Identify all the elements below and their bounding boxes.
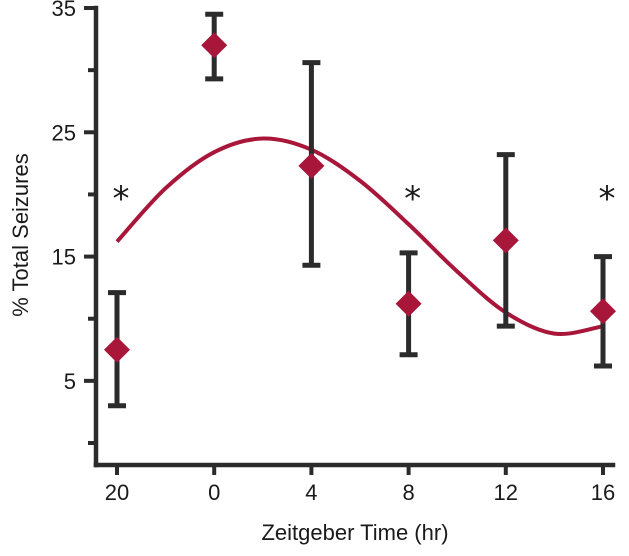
significance-star-20: *	[113, 179, 130, 219]
x-tick-label-4: 4	[305, 480, 317, 505]
x-axis-title: Zeitgeber Time (hr)	[261, 520, 448, 545]
y-tick-label-35: 35	[52, 0, 76, 21]
x-tick-label-8: 8	[402, 480, 414, 505]
axes: 5 15 25 35 20 0 4 8 12 16	[52, 0, 616, 505]
y-tick-label-15: 15	[52, 245, 76, 270]
y-tick-label-5: 5	[64, 369, 76, 394]
data-point-0	[201, 32, 228, 59]
x-tick-label-12: 12	[494, 480, 518, 505]
x-tick-label-16: 16	[591, 480, 615, 505]
y-tick-label-25: 25	[52, 120, 76, 145]
data-point-12	[492, 227, 519, 254]
significance-star-8: *	[404, 179, 421, 219]
data-points	[104, 32, 616, 363]
data-point-20	[104, 336, 130, 363]
significance-markers: * * *	[113, 179, 616, 219]
fit-curve	[115, 136, 604, 337]
fit-curve-group	[115, 136, 604, 337]
significance-star-16: *	[599, 179, 616, 219]
data-point-4	[298, 152, 325, 179]
y-axis-title: % Total Seizures	[8, 153, 33, 316]
data-point-16	[590, 298, 616, 325]
data-point-8	[395, 290, 422, 317]
x-tick-label-0: 0	[208, 480, 220, 505]
x-tick-label-20: 20	[105, 480, 129, 505]
error-bars	[108, 11, 612, 409]
